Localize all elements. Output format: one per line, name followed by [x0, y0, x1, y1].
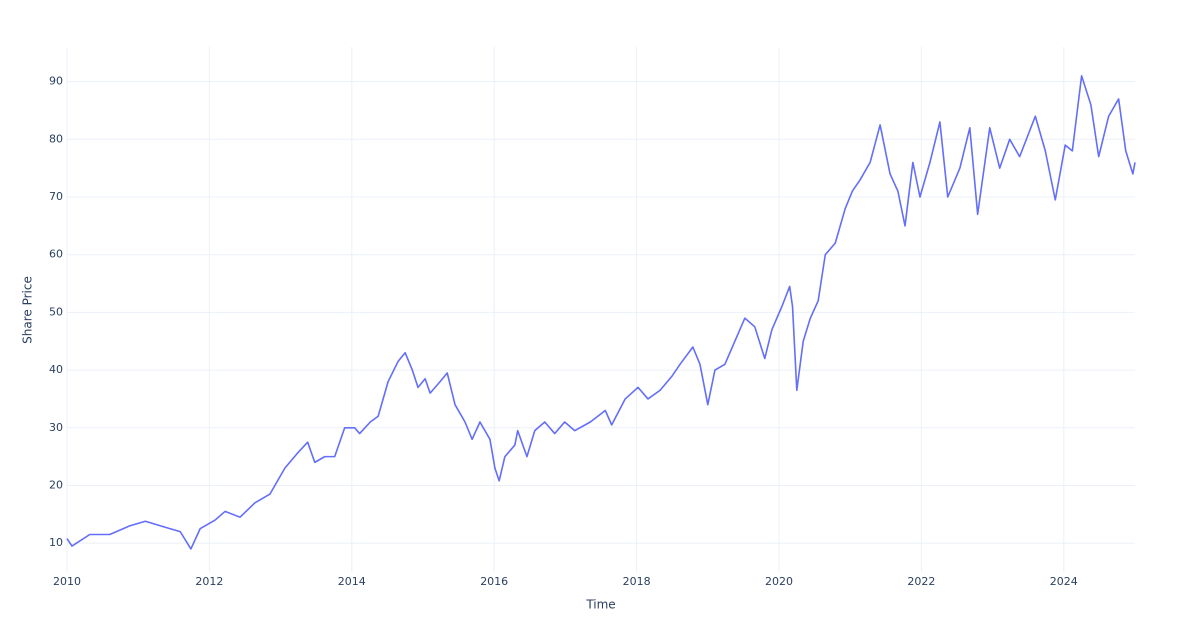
x-axis-title: Time	[585, 598, 615, 612]
x-tick-label: 2018	[623, 575, 651, 588]
x-tick-label: 2016	[480, 575, 508, 588]
y-tick-label: 80	[49, 132, 63, 145]
price-line	[66, 75, 1136, 550]
x-tick-label: 2010	[53, 575, 81, 588]
x-tick-label: 2024	[1050, 575, 1078, 588]
x-tick-label: 2012	[195, 575, 223, 588]
y-tick-label: 50	[49, 305, 63, 318]
y-tick-label: 60	[49, 248, 63, 261]
y-tick-label: 40	[49, 363, 63, 376]
y-tick-label: 90	[49, 75, 63, 88]
x-tick-label: 2014	[338, 575, 366, 588]
y-axis-title: Share Price	[21, 276, 35, 344]
x-tick-label: 2020	[765, 575, 793, 588]
y-tick-label: 20	[49, 478, 63, 491]
y-tick-label: 70	[49, 190, 63, 203]
y-tick-label: 30	[49, 421, 63, 434]
y-tick-label: 10	[49, 536, 63, 549]
x-tick-label: 2022	[907, 575, 935, 588]
